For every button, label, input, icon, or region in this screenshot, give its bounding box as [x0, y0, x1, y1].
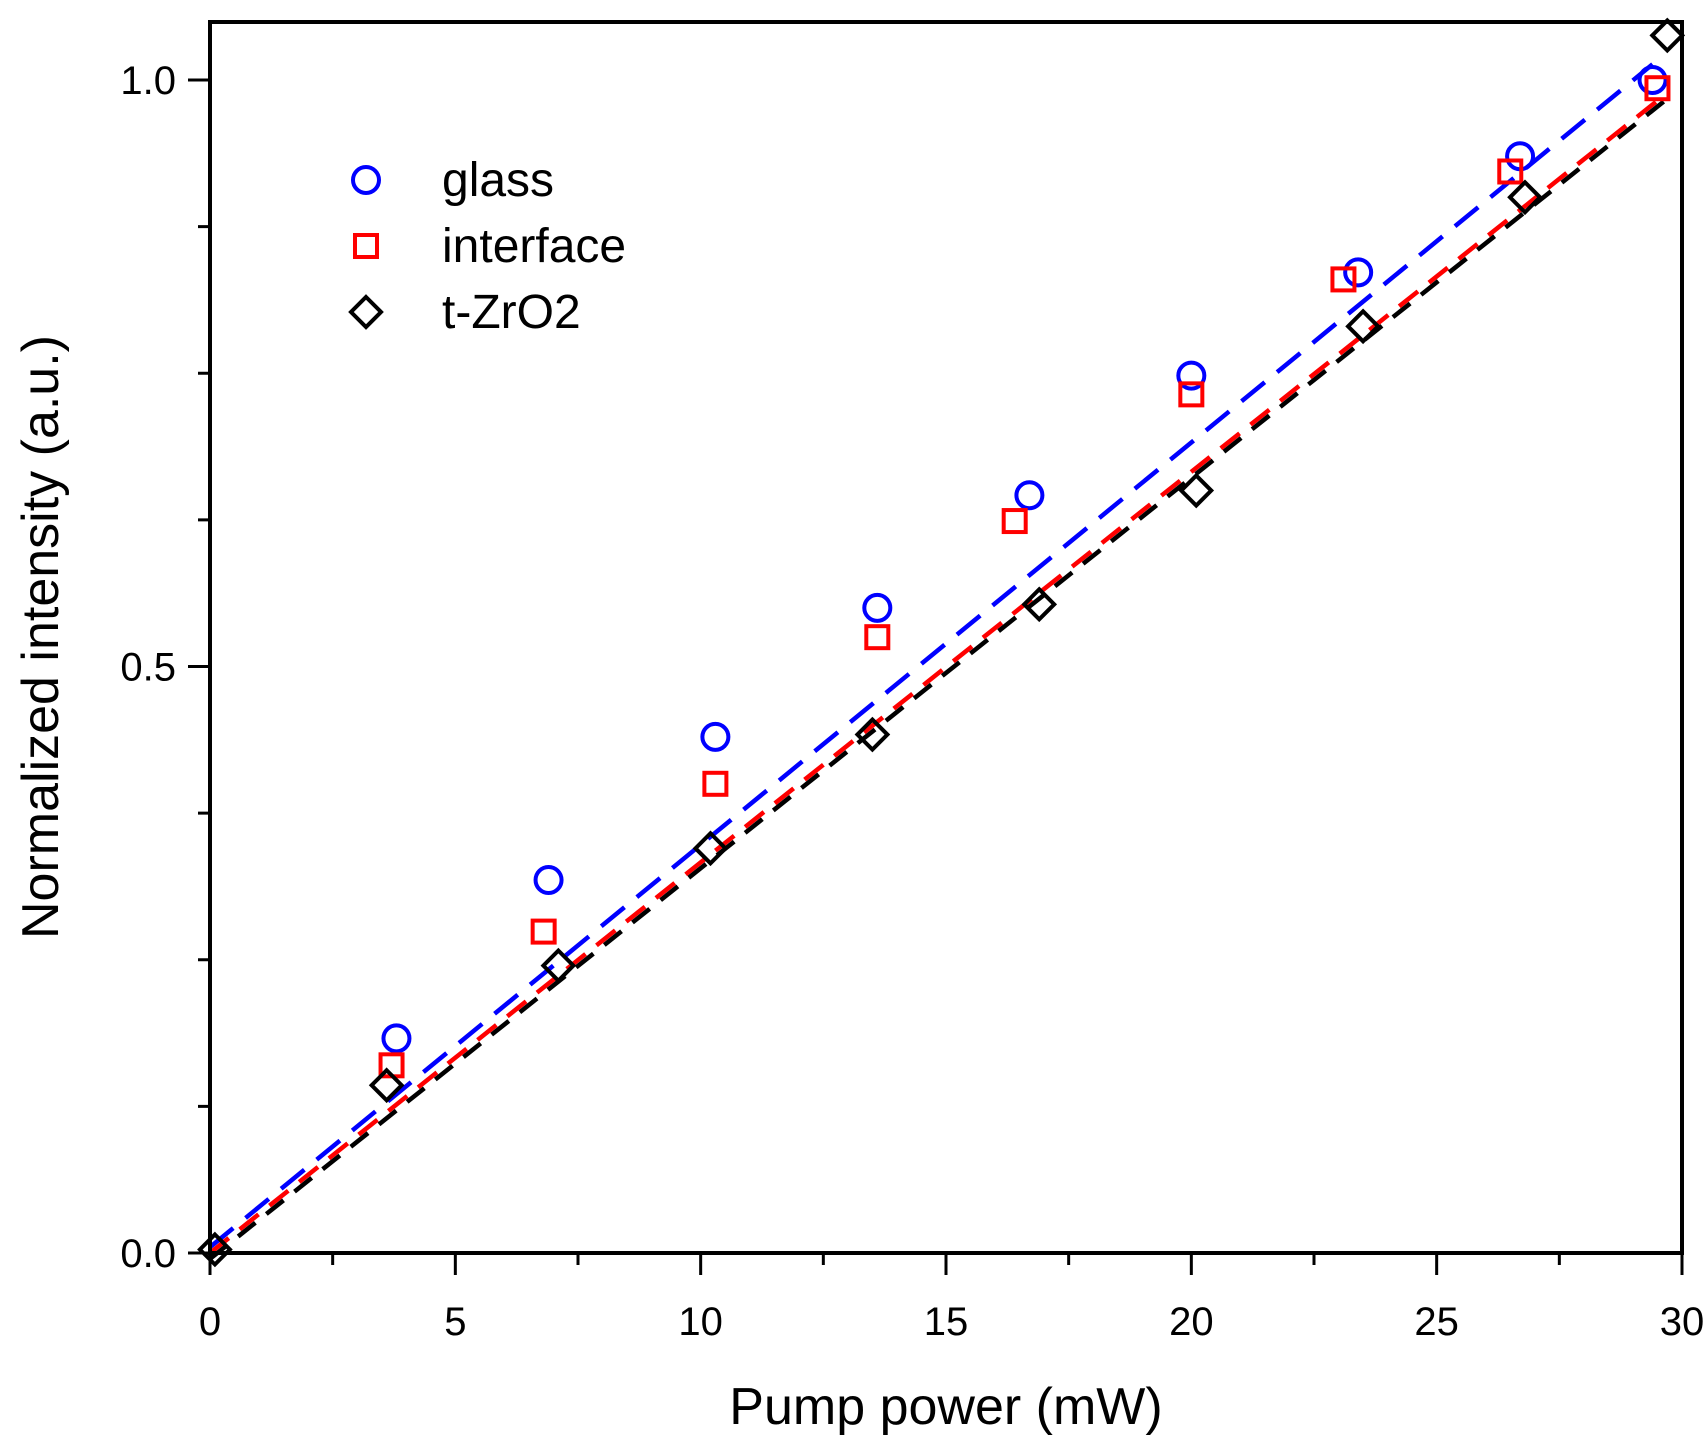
data-point-glass	[1343, 257, 1374, 288]
x-tick-label: 25	[1414, 1300, 1459, 1344]
y-tick-label: 1.0	[120, 59, 176, 103]
series-glass	[381, 65, 1668, 1054]
data-point-interface	[864, 624, 891, 651]
y-tick-label: 0.0	[120, 1232, 176, 1276]
data-point-glass	[381, 1023, 412, 1054]
data-point-interface	[1330, 266, 1357, 293]
legend-item-t-zro2: t-ZrO2	[348, 286, 581, 339]
axis-ticks	[188, 78, 1684, 1275]
legend-marker-interface	[353, 233, 379, 259]
legend-marker-glass	[351, 165, 381, 195]
legend-marker-t-zro2	[348, 294, 384, 330]
data-point-t-zro2	[1507, 179, 1543, 216]
legend-label: interface	[442, 220, 626, 273]
data-point-interface	[530, 918, 557, 945]
x-tick-label: 5	[444, 1300, 466, 1344]
legend-label: glass	[442, 154, 554, 207]
data-point-t-zro2	[197, 1231, 233, 1268]
legend-item-interface: interface	[353, 220, 626, 273]
data-point-glass	[862, 592, 893, 623]
x-tick-label: 20	[1169, 1300, 1214, 1344]
data-point-t-zro2	[1649, 17, 1686, 54]
data-point-interface	[702, 770, 729, 797]
fit-line-t-zro2	[208, 96, 1669, 1261]
data-point-interface	[1497, 158, 1524, 185]
data-points	[197, 17, 1686, 1268]
y-tick-label: 0.5	[120, 646, 176, 690]
data-point-t-zro2	[1021, 586, 1058, 623]
x-tick-label: 10	[678, 1300, 723, 1344]
fit-lines	[208, 62, 1669, 1261]
data-point-glass	[1176, 360, 1207, 391]
data-point-interface	[1178, 381, 1205, 408]
data-point-t-zro2	[1178, 472, 1215, 509]
series-interface	[378, 75, 1671, 1079]
series-t-zro2	[197, 17, 1686, 1268]
data-point-t-zro2	[854, 716, 891, 753]
x-tick-label: 15	[924, 1300, 969, 1344]
legend-item-glass: glass	[351, 154, 554, 207]
data-point-t-zro2	[540, 947, 577, 984]
data-point-glass	[1014, 480, 1045, 511]
data-point-glass	[700, 721, 731, 752]
data-point-t-zro2	[692, 830, 729, 867]
tick-labels: 0 5 10 15 20 25 30 0.0 0.5 1.0	[120, 59, 1704, 1344]
data-point-interface	[1644, 75, 1671, 102]
data-point-glass	[533, 864, 564, 895]
data-point-interface	[1001, 508, 1028, 535]
legend: glass interface t-ZrO2	[348, 154, 626, 339]
x-tick-label: 30	[1660, 1300, 1705, 1344]
data-point-t-zro2	[368, 1067, 405, 1104]
y-axis-title: Normalized intensity (a.u.)	[12, 335, 70, 939]
x-tick-label: 0	[199, 1300, 221, 1344]
legend-label: t-ZrO2	[442, 286, 581, 339]
data-point-glass	[1637, 65, 1668, 95]
fit-line-glass	[208, 62, 1654, 1249]
x-axis-title: Pump power (mW)	[729, 1378, 1162, 1436]
fit-line-interface	[208, 98, 1659, 1255]
data-point-t-zro2	[1345, 308, 1381, 345]
